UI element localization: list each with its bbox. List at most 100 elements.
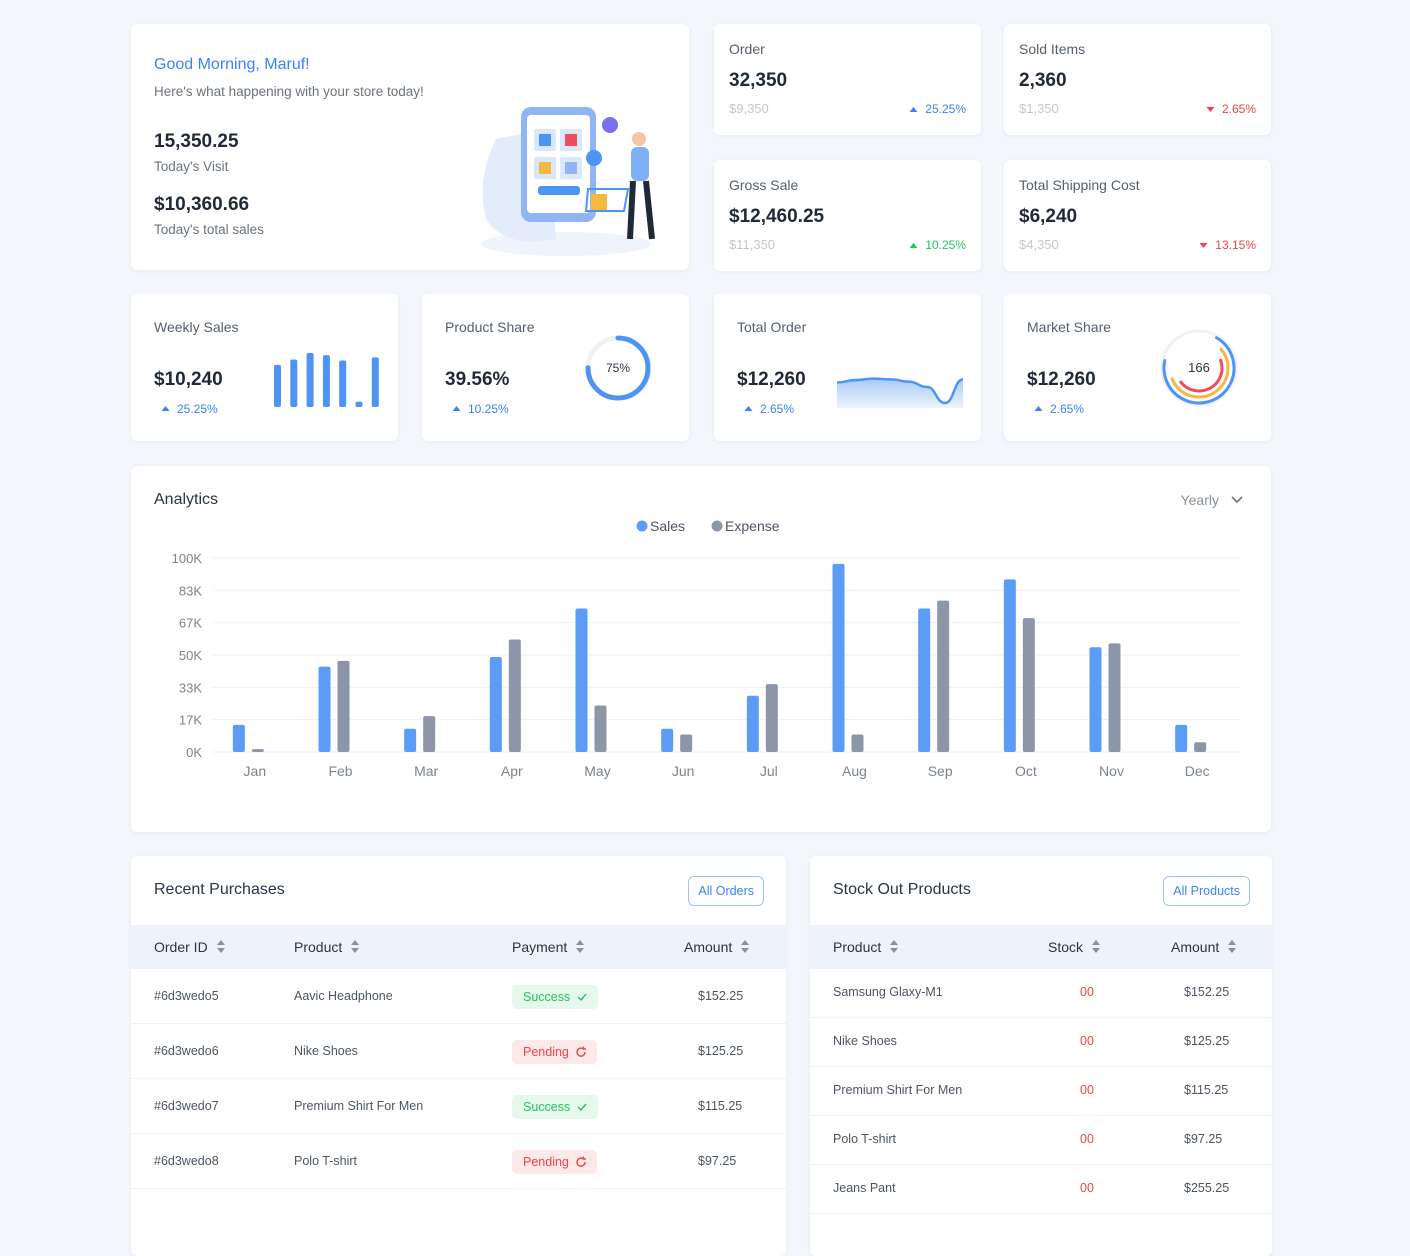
widget-label: Product Share <box>445 319 535 335</box>
bar <box>322 355 330 407</box>
row-divider <box>810 1066 1272 1067</box>
widget-value: $10,240 <box>154 369 223 390</box>
sort-icon[interactable] <box>351 940 359 954</box>
amount: $255.25 <box>1184 1180 1230 1195</box>
stock: 00 <box>1080 1082 1094 1097</box>
sort-up <box>1092 940 1100 945</box>
stat-value: $6,240 <box>1019 206 1078 227</box>
bar <box>680 734 693 752</box>
widget-card: Weekly Sales $10,240 25.25% <box>131 294 398 441</box>
area <box>837 378 963 408</box>
payment-status: Success <box>512 1094 599 1119</box>
amount: $125.25 <box>698 1043 744 1058</box>
product-name: Premium Shirt For Men <box>294 1098 424 1113</box>
ring-arc <box>1162 331 1236 405</box>
bar <box>1175 724 1188 752</box>
trend-arrow-shape <box>1206 107 1215 112</box>
ring-center: 166 <box>1188 360 1210 375</box>
x-tick-label: Aug <box>842 763 867 779</box>
widget-value: $12,260 <box>737 369 806 390</box>
sort-icon[interactable] <box>576 940 584 954</box>
table-button[interactable]: All Products <box>1163 876 1250 906</box>
sort-icon[interactable] <box>1092 940 1100 954</box>
table-card: Recent Purchases All Orders Order ID Produc… <box>131 856 786 1256</box>
rings: 166 <box>1160 329 1238 407</box>
visits-label: Today's Visit <box>154 159 229 174</box>
trend-arrow-shape <box>1034 406 1043 411</box>
illustration <box>481 107 655 256</box>
stat-label: Sold Items <box>1019 41 1086 57</box>
trend-arrow <box>161 406 170 411</box>
stat-label: Order <box>729 41 765 57</box>
sort-up <box>741 940 749 945</box>
column-header: Payment <box>512 939 568 955</box>
product-name: Premium Shirt For Men <box>833 1082 963 1097</box>
row-divider <box>810 1017 1272 1018</box>
status-icon <box>576 1156 586 1167</box>
visits-value: 15,350.25 <box>154 131 239 152</box>
y-tick-label: 0K <box>186 745 202 760</box>
order-line <box>836 377 964 408</box>
stat-label: Gross Sale <box>729 177 799 193</box>
sort-down <box>890 948 898 953</box>
chart: Sales Expense 0K 17K 33K 50K 67K 83K 100K Jan Feb M… <box>172 518 1240 779</box>
stat-sub: $4,350 <box>1019 237 1059 252</box>
cart <box>584 188 630 212</box>
sales-value: $10,360.66 <box>154 194 250 215</box>
widget-change: 10.25% <box>468 402 509 416</box>
donut: 75% <box>585 335 651 401</box>
stat-change: 13.15% <box>1215 238 1256 252</box>
amount: $115.25 <box>1184 1082 1229 1097</box>
filter[interactable]: Yearly <box>1180 492 1219 508</box>
bar <box>851 734 864 752</box>
table-title: Stock Out Products <box>833 881 971 898</box>
sort-up <box>351 940 359 945</box>
y-tick-label: 100K <box>172 551 203 566</box>
y-tick-label: 33K <box>179 680 202 695</box>
widget-value: $12,260 <box>1027 369 1096 390</box>
widget-value: 39.56% <box>445 369 510 390</box>
trend-arrow <box>909 107 918 112</box>
bar <box>318 666 331 752</box>
sort-icon[interactable] <box>890 940 898 954</box>
person-body <box>631 147 649 181</box>
bar <box>1194 742 1207 752</box>
bar <box>232 724 245 752</box>
chevron <box>1231 496 1243 504</box>
donut-arc <box>585 335 651 401</box>
payment-status: Success <box>512 984 599 1009</box>
check <box>577 993 587 1001</box>
person-legs <box>627 180 655 240</box>
bag <box>591 194 607 210</box>
button-shape <box>538 186 580 195</box>
trend-arrow-shape <box>161 406 170 411</box>
widget-card: Market Share $12,260 2.65% 166 <box>1004 294 1271 441</box>
chevron-shape <box>1231 496 1243 504</box>
stock: 00 <box>1080 1131 1094 1146</box>
stat-sub: $1,350 <box>1019 101 1059 116</box>
product <box>565 134 577 146</box>
bar <box>937 600 950 752</box>
table-button[interactable]: All Orders <box>688 876 764 906</box>
sort-icon[interactable] <box>1228 940 1236 954</box>
sort-icon[interactable] <box>217 940 225 954</box>
y-tick-label: 50K <box>179 648 202 663</box>
person-head <box>632 132 646 146</box>
product-name: Nike Shoes <box>294 1043 358 1058</box>
bar <box>1089 647 1102 752</box>
table-header <box>810 925 1272 969</box>
refresh <box>576 1156 586 1167</box>
bar <box>765 684 778 752</box>
sort-icon[interactable] <box>741 940 749 954</box>
trend-arrow-shape <box>744 406 753 411</box>
x-tick-label: Apr <box>501 763 523 779</box>
greeting-title: Good Morning, Maruf! <box>154 56 310 73</box>
widget-change: 25.25% <box>177 402 218 416</box>
bar <box>661 728 674 752</box>
amount: $97.25 <box>1184 1131 1223 1146</box>
bar <box>918 608 931 752</box>
trend-arrow <box>744 406 753 411</box>
stat-change: 10.25% <box>925 238 966 252</box>
bar <box>508 639 521 752</box>
line <box>836 377 964 405</box>
